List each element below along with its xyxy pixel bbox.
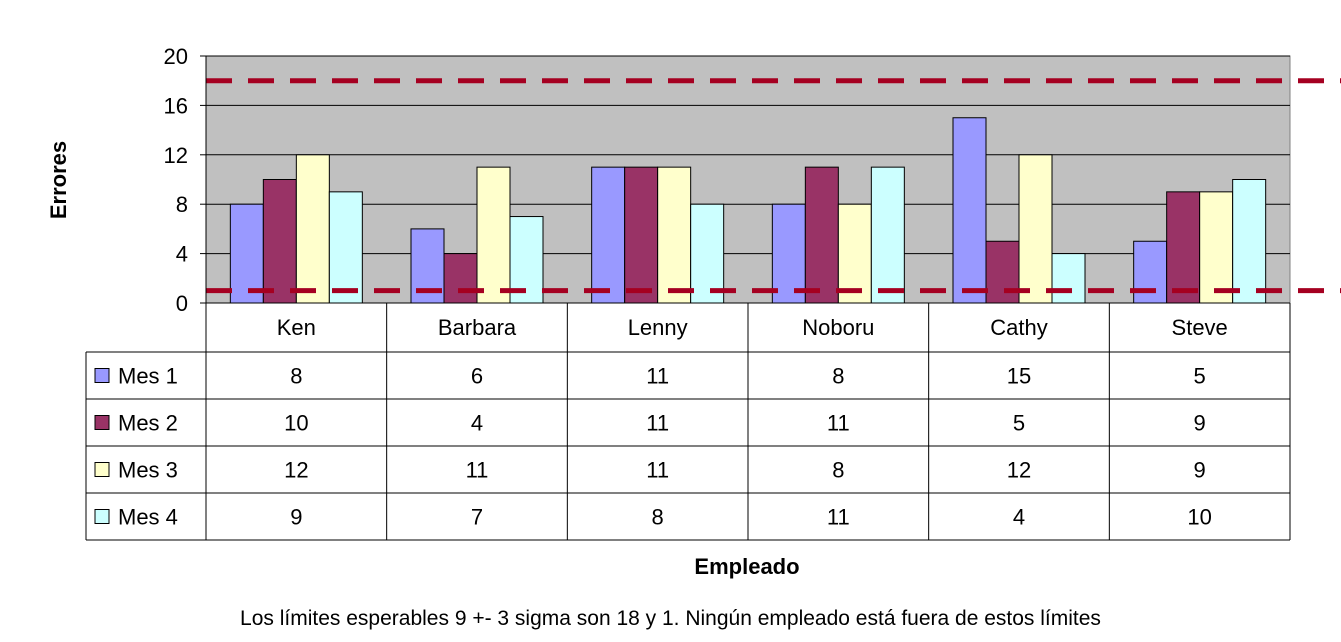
data-label: 5 — [1013, 411, 1025, 436]
control-chart: 0 4 8 12 16 20 Ken Barbara Lenny Noboru Cathy Stev… — [46, 44, 1341, 579]
data-table: Ken Barbara Lenny Noboru Cathy Steve Mes 1 8 6 11… — [85, 303, 1291, 541]
x-tick-label: Lenny — [628, 315, 688, 340]
bar — [262, 179, 297, 304]
data-label: 4 — [1013, 505, 1025, 530]
data-label: 11 — [646, 411, 669, 436]
bar — [771, 203, 806, 304]
bar — [690, 203, 725, 304]
bar — [229, 203, 264, 304]
x-tick-label: Barbara — [438, 315, 517, 340]
plot-background — [205, 55, 1291, 304]
data-label: 9 — [1194, 411, 1206, 436]
data-label: 12 — [284, 458, 308, 483]
y-tick-label: 4 — [176, 242, 188, 267]
data-label: 11 — [646, 364, 669, 389]
bar — [328, 191, 363, 304]
x-tick-label: Noboru — [802, 315, 874, 340]
x-tick-label: Ken — [277, 315, 316, 340]
data-label: 9 — [1194, 458, 1206, 483]
y-axis: 0 4 8 12 16 20 — [164, 44, 207, 316]
y-tick-label: 0 — [176, 291, 188, 316]
x-tick-label: Steve — [1172, 315, 1228, 340]
bar — [1018, 154, 1053, 304]
data-label: 8 — [652, 505, 664, 530]
bar — [443, 253, 478, 304]
bar — [804, 166, 839, 304]
legend-label: Mes 2 — [118, 411, 178, 436]
data-label: 12 — [1007, 458, 1031, 483]
data-label: 11 — [827, 411, 850, 436]
bar — [870, 166, 905, 304]
y-axis-label: Errores — [46, 141, 71, 219]
plot-area — [205, 55, 1341, 304]
y-tick-label: 12 — [164, 143, 188, 168]
data-label: 11 — [827, 505, 850, 530]
legend-label: Mes 4 — [118, 505, 178, 530]
legend-swatch — [94, 462, 110, 477]
y-tick-label: 8 — [176, 192, 188, 217]
bar — [985, 240, 1020, 304]
data-label: 9 — [290, 505, 302, 530]
legend-swatch — [94, 368, 110, 383]
legend-label: Mes 1 — [118, 364, 178, 389]
data-label: 4 — [471, 411, 483, 436]
bar — [1166, 191, 1201, 304]
bar — [952, 117, 987, 304]
data-label: 5 — [1194, 364, 1206, 389]
bar — [1232, 179, 1267, 304]
bar — [591, 166, 626, 304]
bar — [837, 203, 872, 304]
bar — [657, 166, 692, 304]
legend-label: Mes 3 — [118, 458, 178, 483]
data-label: 8 — [832, 458, 844, 483]
data-label: 15 — [1007, 364, 1031, 389]
y-tick-label: 16 — [164, 93, 188, 118]
data-label: 10 — [1187, 505, 1211, 530]
legend-swatch — [94, 509, 110, 524]
x-axis-label: Empleado — [694, 554, 799, 579]
data-label: 11 — [646, 458, 669, 483]
data-label: 11 — [466, 458, 489, 483]
legend-swatch — [94, 415, 110, 430]
bar — [624, 166, 659, 304]
bar — [476, 166, 511, 304]
bar — [1133, 240, 1168, 304]
data-label: 6 — [471, 364, 483, 389]
bar — [1051, 253, 1086, 304]
data-label: 8 — [290, 364, 302, 389]
data-label: 8 — [832, 364, 844, 389]
y-tick-label: 20 — [164, 44, 188, 69]
chart-footnote: Los límites esperables 9 +- 3 sigma son … — [240, 607, 1101, 630]
data-label: 7 — [471, 505, 483, 530]
data-label: 10 — [284, 411, 308, 436]
bar — [1199, 191, 1234, 304]
bar — [295, 154, 330, 304]
x-tick-label: Cathy — [990, 315, 1047, 340]
